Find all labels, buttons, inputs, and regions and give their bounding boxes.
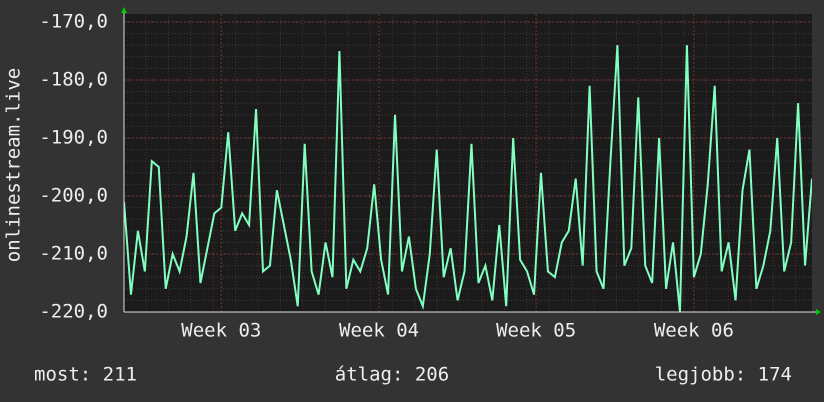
data-line [124, 45, 812, 313]
y-tick-label: -180,0 [39, 69, 108, 91]
footer-current: most: 211 [34, 364, 137, 386]
x-tick-label: Week 03 [181, 320, 261, 342]
axis-arrow [816, 309, 821, 315]
x-tick-label: Week 05 [496, 320, 576, 342]
y-axis-label: onlinestream.live [3, 68, 25, 262]
y-tick-label: -190,0 [39, 127, 108, 149]
y-tick-label: -210,0 [39, 243, 108, 265]
y-tick-label: -170,0 [39, 11, 108, 33]
axis-arrow [121, 7, 127, 13]
footer-average: átlag: 206 [335, 364, 449, 386]
y-tick-label: -200,0 [39, 185, 108, 207]
y-tick-label: -220,0 [39, 301, 108, 323]
footer-best: legjobb: 174 [655, 364, 792, 386]
x-tick-label: Week 04 [339, 320, 419, 342]
x-tick-label: Week 06 [654, 320, 734, 342]
